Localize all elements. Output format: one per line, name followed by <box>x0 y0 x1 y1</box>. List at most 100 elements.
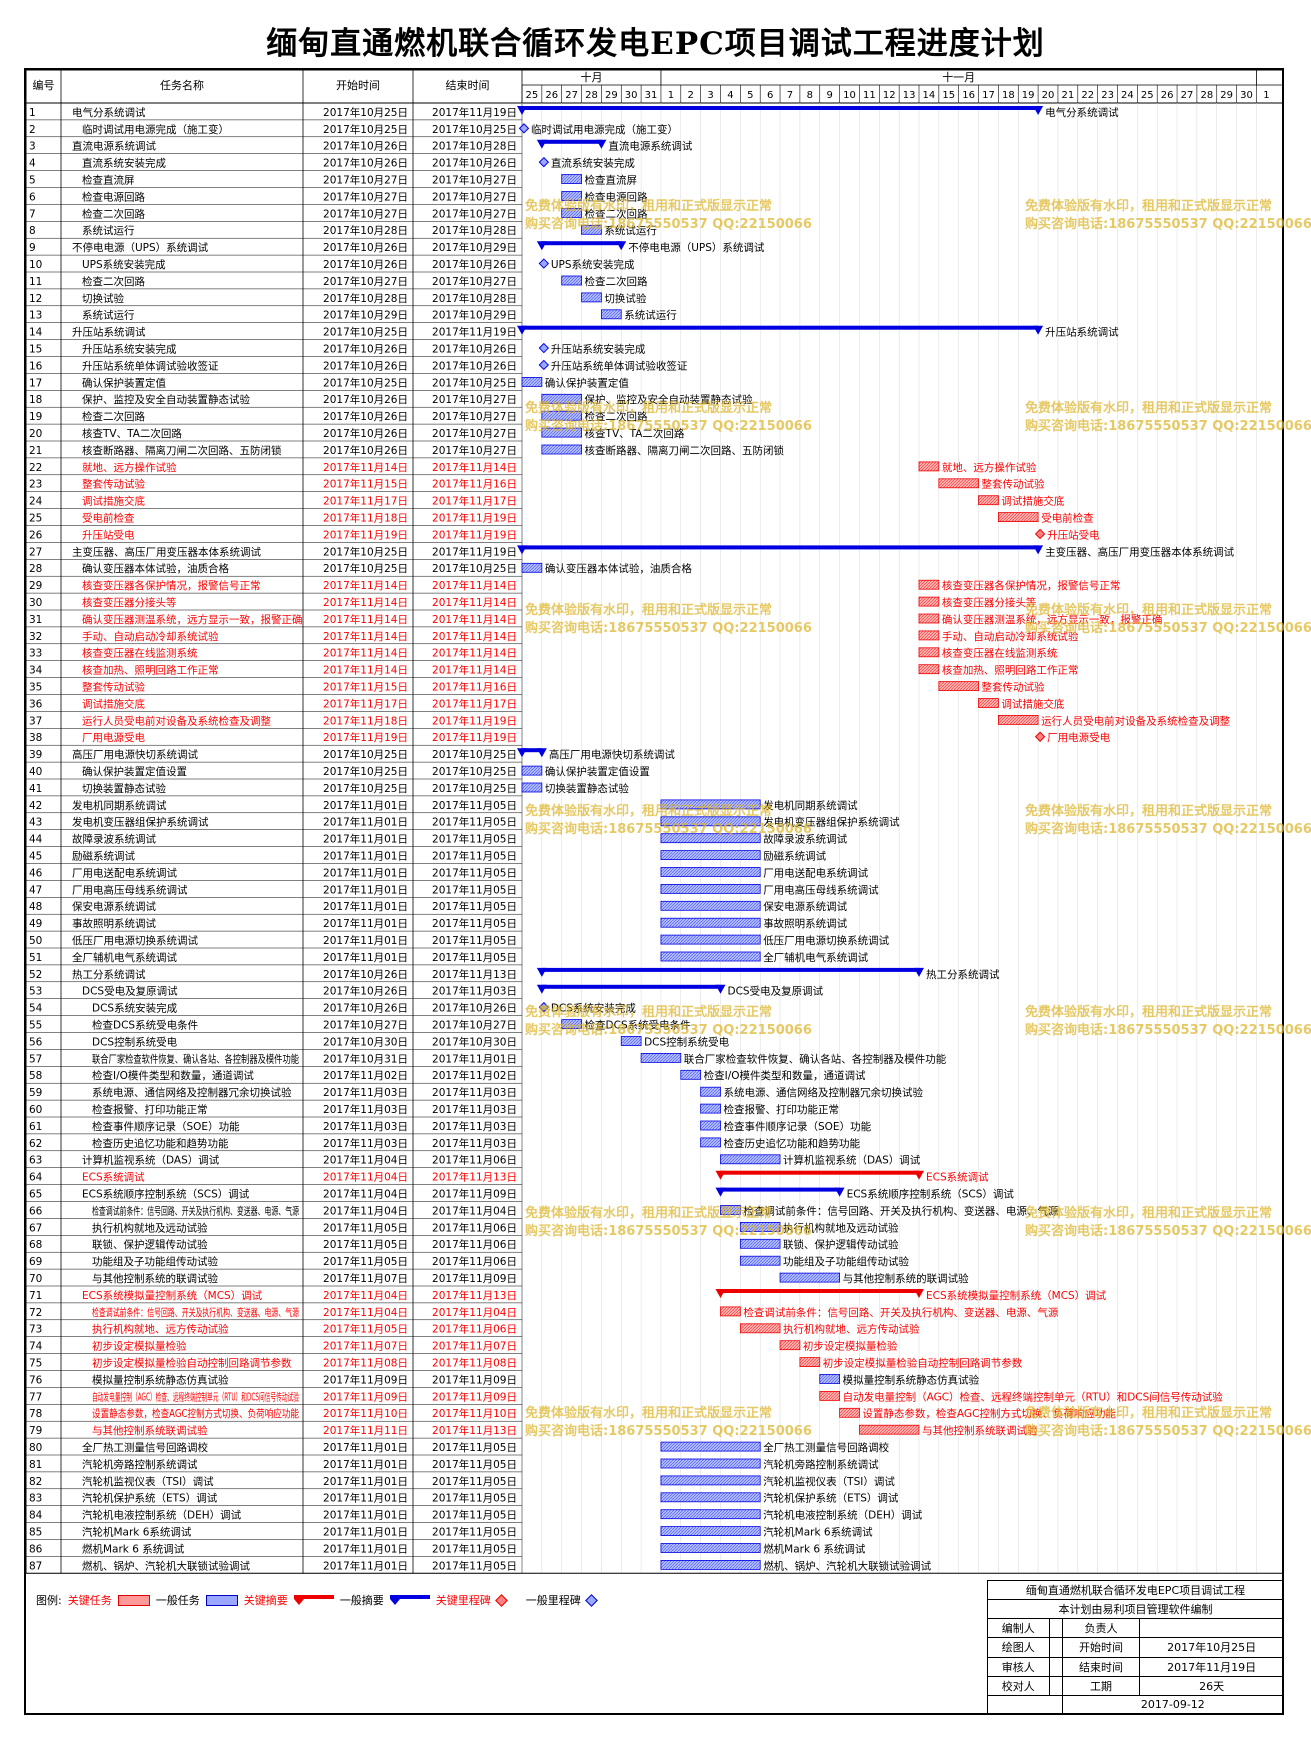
row-start-date: 2017年10月28日 <box>323 292 408 305</box>
row-task-name: 整套传动试验 <box>82 681 145 694</box>
task-bar <box>660 917 761 928</box>
row-task-name: 执行机构就地及远动试验 <box>92 1221 208 1234</box>
row-end-date: 2017年10月26日 <box>432 343 517 356</box>
bar-label: 汽轮机保护系统（ETS）调试 <box>763 1492 899 1505</box>
milestone-marker <box>538 156 550 168</box>
bar-label: 核查加热、照明回路工作正常 <box>942 664 1079 677</box>
row-number: 77 <box>29 1391 42 1403</box>
row-start-date: 2017年11月18日 <box>323 714 408 727</box>
row-end-date: 2017年11月14日 <box>432 613 517 626</box>
info-drawer-value <box>1048 1637 1063 1658</box>
bar-label: 高压厂用电源快切系统调试 <box>549 748 675 761</box>
task-bar <box>978 698 999 708</box>
task-bar <box>660 850 761 860</box>
bar-label: 核查变压器在线监测系统 <box>942 647 1058 660</box>
row-task-name: 初步设定模拟量检验 <box>92 1340 187 1353</box>
row-end-date: 2017年11月14日 <box>432 647 517 660</box>
bar-label: 低压厂用电源切换系统调试 <box>763 934 889 947</box>
summary-end-cap <box>1033 545 1044 555</box>
row-number: 54 <box>29 1003 43 1015</box>
summary-start-cap <box>517 106 527 115</box>
info-start-label: 开始时间 <box>1061 1637 1141 1658</box>
row-end-date: 2017年11月03日 <box>432 1086 517 1099</box>
info-end-value: 2017年11月19日 <box>1139 1656 1284 1677</box>
summary-start-cap <box>536 984 547 994</box>
row-number: 36 <box>29 698 43 710</box>
row-start-date: 2017年11月14日 <box>323 461 408 474</box>
bar-label: 系统电源、通信网络及控制器冗余切换试验 <box>724 1086 924 1099</box>
row-start-date: 2017年11月01日 <box>323 850 408 863</box>
row-number: 37 <box>29 715 42 727</box>
summary-end-cap <box>914 1289 924 1298</box>
gantt-frame <box>24 68 1284 1715</box>
day-label: 6 <box>767 90 773 101</box>
row-number: 29 <box>29 580 42 592</box>
row-task-name: 检查直流屏 <box>82 174 135 187</box>
row-number: 38 <box>29 732 42 744</box>
row-number: 43 <box>29 817 42 829</box>
row-start-date: 2017年11月03日 <box>323 1120 408 1133</box>
task-bar <box>819 1391 841 1401</box>
bar-label: 直流系统安装完成 <box>551 157 635 170</box>
row-task-name: 热工分系统调试 <box>72 968 146 981</box>
row-end-date: 2017年11月05日 <box>432 866 517 879</box>
task-bar <box>541 444 582 455</box>
summary-bar <box>720 1187 840 1192</box>
day-label: 19 <box>1022 90 1035 101</box>
row-number: 46 <box>29 867 43 879</box>
row-task-name: 系统电源、通信网络及控制器冗余切换试验 <box>92 1086 292 1099</box>
day-label: 23 <box>1101 90 1114 101</box>
row-number: 79 <box>29 1425 42 1437</box>
row-end-date: 2017年10月27日 <box>432 174 517 187</box>
bar-label: 检查电源回路 <box>585 190 648 203</box>
row-end-date: 2017年11月16日 <box>432 681 517 694</box>
row-end-date: 2017年11月04日 <box>432 1306 517 1319</box>
row-task-name: 汽轮机旁路控制系统调试 <box>82 1458 198 1471</box>
bar-label: 厂用电源受电 <box>1047 731 1110 744</box>
day-label: 1 <box>1263 90 1269 101</box>
row-start-date: 2017年11月01日 <box>323 917 408 930</box>
summary-start-cap <box>517 325 527 335</box>
row-number: 11 <box>29 276 42 288</box>
row-end-date: 2017年11月02日 <box>432 1069 517 1082</box>
legend-title: 图例: <box>36 1594 62 1607</box>
row-start-date: 2017年10月26日 <box>323 393 408 406</box>
day-label: 26 <box>545 90 558 101</box>
row-end-date: 2017年11月14日 <box>432 664 517 677</box>
row-task-name: 核查变压器各保护情况，报警信号正常 <box>82 579 261 592</box>
bar-label: 检查I/O模件类型和数量，通道调试 <box>704 1069 866 1082</box>
bar-label: 检查二次回路 <box>585 275 648 288</box>
row-start-date: 2017年11月01日 <box>323 1542 408 1555</box>
task-bar <box>541 427 582 438</box>
watermark-9: 免费体验版有水印，租用和正式版显示正常 购买咨询电话:18675550537 QQ… <box>525 1005 812 1038</box>
milestone-marker <box>538 342 550 354</box>
day-label: 4 <box>727 90 733 101</box>
summary-start-cap <box>715 1187 726 1197</box>
row-end-date: 2017年11月05日 <box>432 1492 517 1505</box>
row-end-date: 2017年11月13日 <box>432 1171 517 1184</box>
row-number: 86 <box>29 1543 43 1555</box>
row-task-name: 与其他控制系统的联调试验 <box>92 1272 218 1285</box>
task-bar <box>819 1374 841 1384</box>
row-end-date: 2017年11月05日 <box>432 917 517 930</box>
bar-label: DCS受电及复原调试 <box>728 985 824 998</box>
row-number: 63 <box>29 1155 42 1167</box>
task-bar <box>779 1340 801 1351</box>
row-end-date: 2017年10月25日 <box>432 748 517 761</box>
header-end: 结束时间 <box>446 79 490 92</box>
task-bar <box>779 1272 840 1283</box>
row-task-name: 检查事件顺序记录（SOE）功能 <box>92 1120 240 1133</box>
day-label: 18 <box>1002 90 1015 101</box>
legend-critical-summary-label: 关键摘要 <box>243 1594 288 1607</box>
row-start-date: 2017年10月26日 <box>323 985 408 998</box>
summary-end-cap <box>1033 325 1044 335</box>
row-start-date: 2017年10月27日 <box>323 190 408 203</box>
row-task-name: 检查调试前条件：信号回路、开关及执行机构、变送器、电源、气源 <box>92 1306 299 1319</box>
task-bar <box>660 867 761 877</box>
row-end-date: 2017年11月13日 <box>432 1289 517 1302</box>
row-start-date: 2017年10月30日 <box>323 1035 408 1048</box>
task-bar <box>998 715 1039 725</box>
row-start-date: 2017年11月15日 <box>323 478 408 491</box>
row-number: 5 <box>29 175 36 187</box>
